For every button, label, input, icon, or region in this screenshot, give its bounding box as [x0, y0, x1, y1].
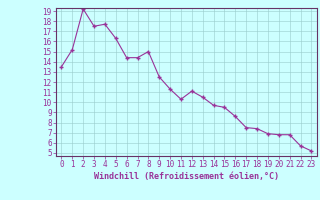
X-axis label: Windchill (Refroidissement éolien,°C): Windchill (Refroidissement éolien,°C): [94, 172, 279, 181]
